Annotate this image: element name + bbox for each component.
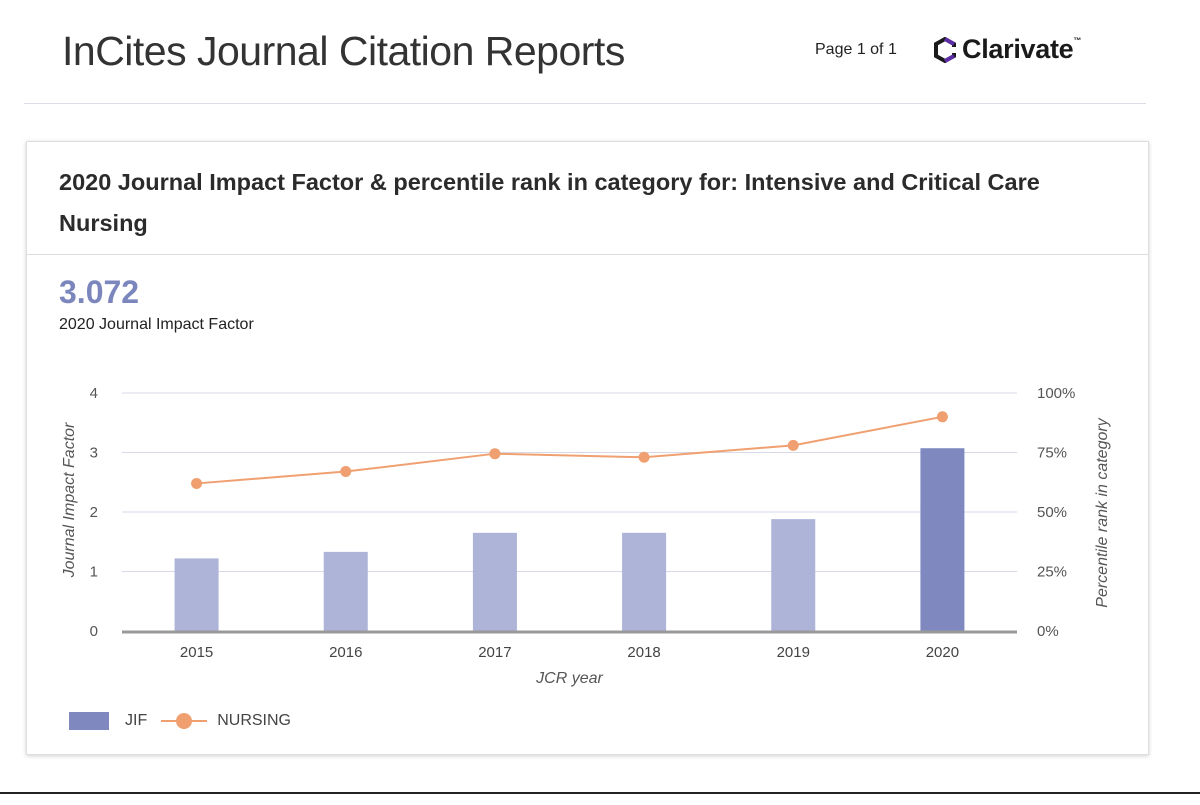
legend-nursing-swatch[interactable] xyxy=(161,712,208,730)
clarivate-logo-icon xyxy=(934,36,958,63)
header-divider xyxy=(24,103,1146,104)
x-tick-label: 2020 xyxy=(926,644,959,661)
y-right-tick-label: 50% xyxy=(1037,504,1067,521)
x-tick-label: 2015 xyxy=(180,644,213,661)
y-tick-label: 0 xyxy=(90,623,98,640)
x-tick-label: 2018 xyxy=(627,644,660,661)
bar-jif-2020 xyxy=(920,448,965,631)
logo-tm: ™ xyxy=(1073,36,1082,45)
x-axis-title: JCR year xyxy=(535,670,603,687)
point-nursing-2018 xyxy=(638,451,650,463)
jif-value: 3.072 xyxy=(59,274,140,310)
page-indicator: Page 1 of 1 xyxy=(815,41,897,58)
line-nursing xyxy=(196,415,943,485)
y-right-tick-label: 0% xyxy=(1037,623,1059,640)
point-nursing-2015 xyxy=(191,477,203,489)
bar-jif-2019 xyxy=(771,519,816,631)
legend-jif-swatch[interactable] xyxy=(69,712,109,730)
y-tick-label: 3 xyxy=(90,445,98,462)
y-tick-label: 2 xyxy=(90,504,98,521)
clarivate-logo[interactable]: Clarivate ™ xyxy=(932,34,1081,65)
y-right-tick-label: 25% xyxy=(1037,564,1067,581)
jif-label: 2020 Journal Impact Factor xyxy=(59,316,254,333)
y-right-tick-label: 100% xyxy=(1037,385,1075,402)
point-nursing-2017 xyxy=(489,448,501,460)
y-right-tick-label: 75% xyxy=(1037,445,1067,462)
bar-jif-2017 xyxy=(472,532,517,631)
x-tick-label: 2016 xyxy=(329,644,362,661)
point-nursing-2016 xyxy=(340,466,352,478)
bar-jif-2018 xyxy=(622,532,667,631)
x-tick-label: 2017 xyxy=(478,644,511,661)
legend-nursing-label[interactable]: NURSING xyxy=(217,712,291,729)
point-nursing-2019 xyxy=(787,439,799,451)
card-title: 2020 Journal Impact Factor & percentile … xyxy=(59,169,1040,236)
bar-jif-2015 xyxy=(174,558,219,631)
legend-jif-label[interactable]: JIF xyxy=(125,712,148,729)
chart-legend: JIF NURSING xyxy=(69,712,305,730)
y-tick-label: 4 xyxy=(90,385,98,402)
y-axis-title: Journal Impact Factor xyxy=(61,422,78,578)
point-nursing-2020 xyxy=(936,411,948,423)
jif-chart: 0 1 2 3 4 0% 25% 50% 75% 100% 2015 2016 2017 2018 2019… xyxy=(61,385,1111,687)
bar-jif-2016 xyxy=(323,551,368,631)
y-right-axis-title: Percentile rank in category xyxy=(1094,417,1111,607)
card-divider xyxy=(27,254,1148,255)
page-title: InCites Journal Citation Reports xyxy=(62,28,625,74)
y-tick-label: 1 xyxy=(90,564,98,581)
jif-card: 2020 Journal Impact Factor & percentile … xyxy=(26,141,1149,755)
logo-text: Clarivate xyxy=(962,34,1074,64)
x-tick-label: 2019 xyxy=(777,644,810,661)
page-bottom-border xyxy=(0,792,1200,794)
